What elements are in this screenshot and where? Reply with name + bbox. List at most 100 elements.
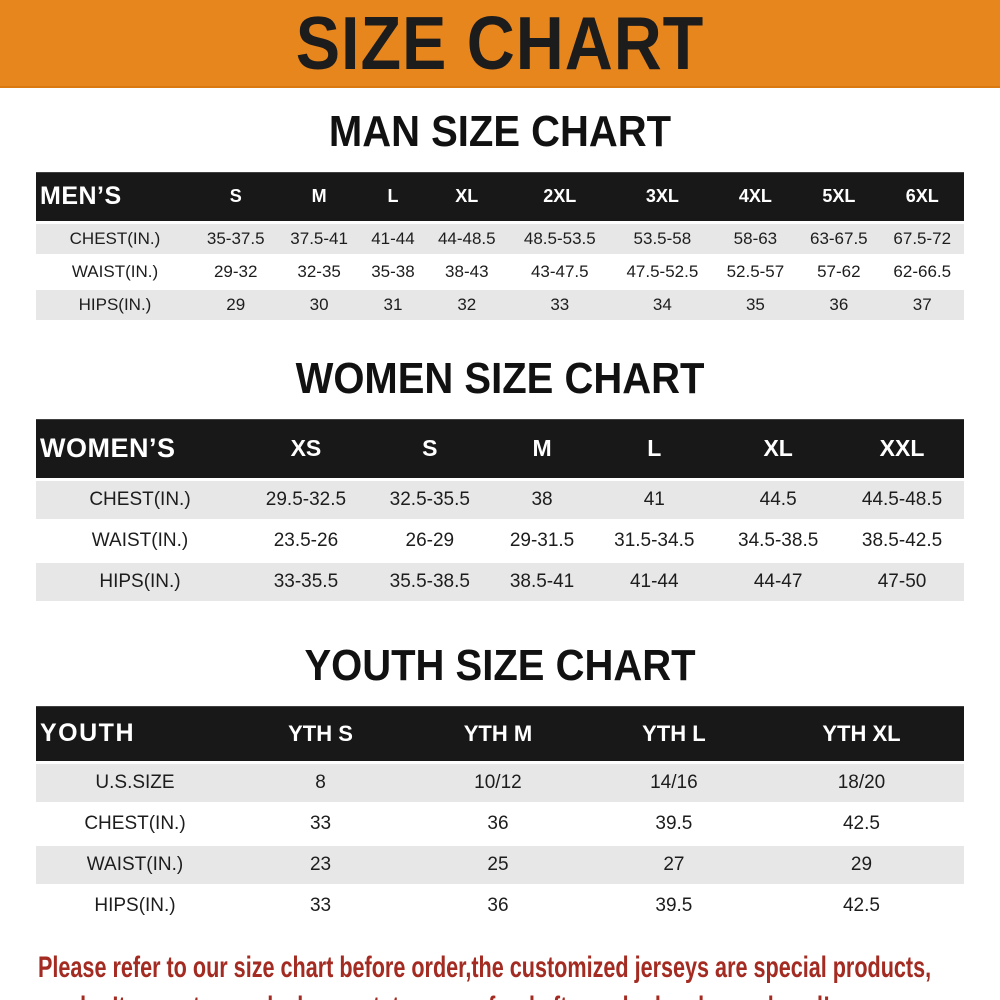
cell-value: 44-48.5 xyxy=(425,224,509,254)
cell-value: 38-43 xyxy=(425,257,509,287)
cell-value: 33 xyxy=(234,887,408,925)
footer-note: Please refer to our size chart before or… xyxy=(38,948,1000,1000)
row-label: WAIST(IN.) xyxy=(36,522,244,560)
cell-value: 36 xyxy=(797,290,881,320)
cell-value: 23.5-26 xyxy=(244,522,368,560)
women-column-header: XS xyxy=(244,419,368,478)
women-column-header: XL xyxy=(716,419,841,478)
size-chart-banner: SIZE CHART xyxy=(0,0,1000,88)
men-table-row: HIPS(IN.) 29 30 31 32 33 34 35 36 37 xyxy=(36,290,964,320)
men-section: MAN SIZE CHART MEN’S S M L XL 2XL 3XL 4XL 5XL 6XL… xyxy=(0,108,1000,323)
cell-value: 41 xyxy=(592,481,717,519)
row-label: HIPS(IN.) xyxy=(36,290,194,320)
men-column-header: 5XL xyxy=(797,172,881,221)
row-label: U.S.SIZE xyxy=(36,764,234,802)
women-section: WOMEN SIZE CHART WOMEN’S XS S M L XL XXL CHEST(… xyxy=(0,355,1000,604)
youth-column-header: YTH S xyxy=(234,706,408,761)
row-label: CHEST(IN.) xyxy=(36,481,244,519)
youth-table-row: HIPS(IN.) 33 36 39.5 42.5 xyxy=(36,887,964,925)
cell-value: 63-67.5 xyxy=(797,224,881,254)
banner-title: SIZE CHART xyxy=(295,0,705,86)
cell-value: 31.5-34.5 xyxy=(592,522,717,560)
men-header-label: MEN’S xyxy=(36,172,194,221)
men-table-row: CHEST(IN.) 35-37.5 37.5-41 41-44 44-48.5 48.5… xyxy=(36,224,964,254)
cell-value: 29-31.5 xyxy=(491,522,593,560)
row-label: WAIST(IN.) xyxy=(36,257,194,287)
cell-value: 33-35.5 xyxy=(244,563,368,601)
youth-section: YOUTH SIZE CHART YOUTH YTH S YTH M YTH L YTH… xyxy=(0,642,1000,928)
men-column-header: L xyxy=(360,172,426,221)
youth-header-label: YOUTH xyxy=(36,706,234,761)
men-column-header: 2XL xyxy=(508,172,612,221)
cell-value: 53.5-58 xyxy=(611,224,714,254)
youth-column-header: YTH M xyxy=(407,706,589,761)
cell-value: 36 xyxy=(407,805,589,843)
cell-value: 47-50 xyxy=(840,563,964,601)
men-size-table: MEN’S S M L XL 2XL 3XL 4XL 5XL 6XL CHEST(IN.) 35-37… xyxy=(36,169,964,323)
women-table-row: WAIST(IN.) 23.5-26 26-29 29-31.5 31.5-34.5 34… xyxy=(36,522,964,560)
women-section-title: WOMEN SIZE CHART xyxy=(295,355,705,403)
youth-table-row: CHEST(IN.) 33 36 39.5 42.5 xyxy=(36,805,964,843)
men-header-row: MEN’S S M L XL 2XL 3XL 4XL 5XL 6XL xyxy=(36,172,964,221)
cell-value: 31 xyxy=(360,290,426,320)
men-section-title: MAN SIZE CHART xyxy=(328,108,672,156)
cell-value: 43-47.5 xyxy=(508,257,612,287)
women-column-header: L xyxy=(592,419,717,478)
cell-value: 58-63 xyxy=(713,224,798,254)
women-column-header: XXL xyxy=(840,419,964,478)
youth-size-table: YOUTH YTH S YTH M YTH L YTH XL U.S.SIZE 8 10/12… xyxy=(36,703,964,928)
cell-value: 44.5-48.5 xyxy=(840,481,964,519)
cell-value: 34.5-38.5 xyxy=(716,522,841,560)
women-column-header: S xyxy=(367,419,492,478)
cell-value: 38.5-42.5 xyxy=(840,522,964,560)
men-table-row: WAIST(IN.) 29-32 32-35 35-38 38-43 43-47.5 47.… xyxy=(36,257,964,287)
row-label: HIPS(IN.) xyxy=(36,563,244,601)
cell-value: 35-37.5 xyxy=(194,224,278,254)
men-column-header: M xyxy=(277,172,361,221)
youth-table-row: U.S.SIZE 8 10/12 14/16 18/20 xyxy=(36,764,964,802)
cell-value: 39.5 xyxy=(588,805,759,843)
footer-line-2: we don’t accept cancel, change, teturn o… xyxy=(38,988,830,1000)
women-table-row: HIPS(IN.) 33-35.5 35.5-38.5 38.5-41 41-44 44-… xyxy=(36,563,964,601)
cell-value: 39.5 xyxy=(588,887,759,925)
footer-line-1: Please refer to our size chart before or… xyxy=(38,951,932,984)
cell-value: 30 xyxy=(277,290,361,320)
row-label: CHEST(IN.) xyxy=(36,224,194,254)
women-table-row: CHEST(IN.) 29.5-32.5 32.5-35.5 38 41 44.5 44.5… xyxy=(36,481,964,519)
men-column-header: 4XL xyxy=(713,172,798,221)
row-label: CHEST(IN.) xyxy=(36,805,234,843)
cell-value: 67.5-72 xyxy=(880,224,964,254)
row-label: HIPS(IN.) xyxy=(36,887,234,925)
cell-value: 25 xyxy=(407,846,589,884)
women-header-label: WOMEN’S xyxy=(36,419,244,478)
youth-section-title: YOUTH SIZE CHART xyxy=(304,642,696,690)
cell-value: 47.5-52.5 xyxy=(611,257,714,287)
women-column-header: M xyxy=(491,419,593,478)
cell-value: 32-35 xyxy=(277,257,361,287)
cell-value: 18/20 xyxy=(758,764,964,802)
cell-value: 37.5-41 xyxy=(277,224,361,254)
cell-value: 14/16 xyxy=(588,764,759,802)
cell-value: 36 xyxy=(407,887,589,925)
cell-value: 57-62 xyxy=(797,257,881,287)
cell-value: 44.5 xyxy=(716,481,841,519)
cell-value: 42.5 xyxy=(758,805,964,843)
women-header-row: WOMEN’S XS S M L XL XXL xyxy=(36,419,964,478)
cell-value: 29 xyxy=(194,290,278,320)
cell-value: 44-47 xyxy=(716,563,841,601)
cell-value: 37 xyxy=(880,290,964,320)
cell-value: 38 xyxy=(491,481,593,519)
men-column-header: XL xyxy=(425,172,509,221)
cell-value: 8 xyxy=(234,764,408,802)
cell-value: 26-29 xyxy=(367,522,492,560)
cell-value: 34 xyxy=(611,290,714,320)
cell-value: 29 xyxy=(758,846,964,884)
cell-value: 42.5 xyxy=(758,887,964,925)
women-size-table: WOMEN’S XS S M L XL XXL CHEST(IN.) 29.5-32.5 32.5… xyxy=(36,416,964,604)
youth-table-row: WAIST(IN.) 23 25 27 29 xyxy=(36,846,964,884)
men-column-header: 3XL xyxy=(611,172,714,221)
row-label: WAIST(IN.) xyxy=(36,846,234,884)
cell-value: 23 xyxy=(234,846,408,884)
cell-value: 41-44 xyxy=(592,563,717,601)
cell-value: 35 xyxy=(713,290,798,320)
